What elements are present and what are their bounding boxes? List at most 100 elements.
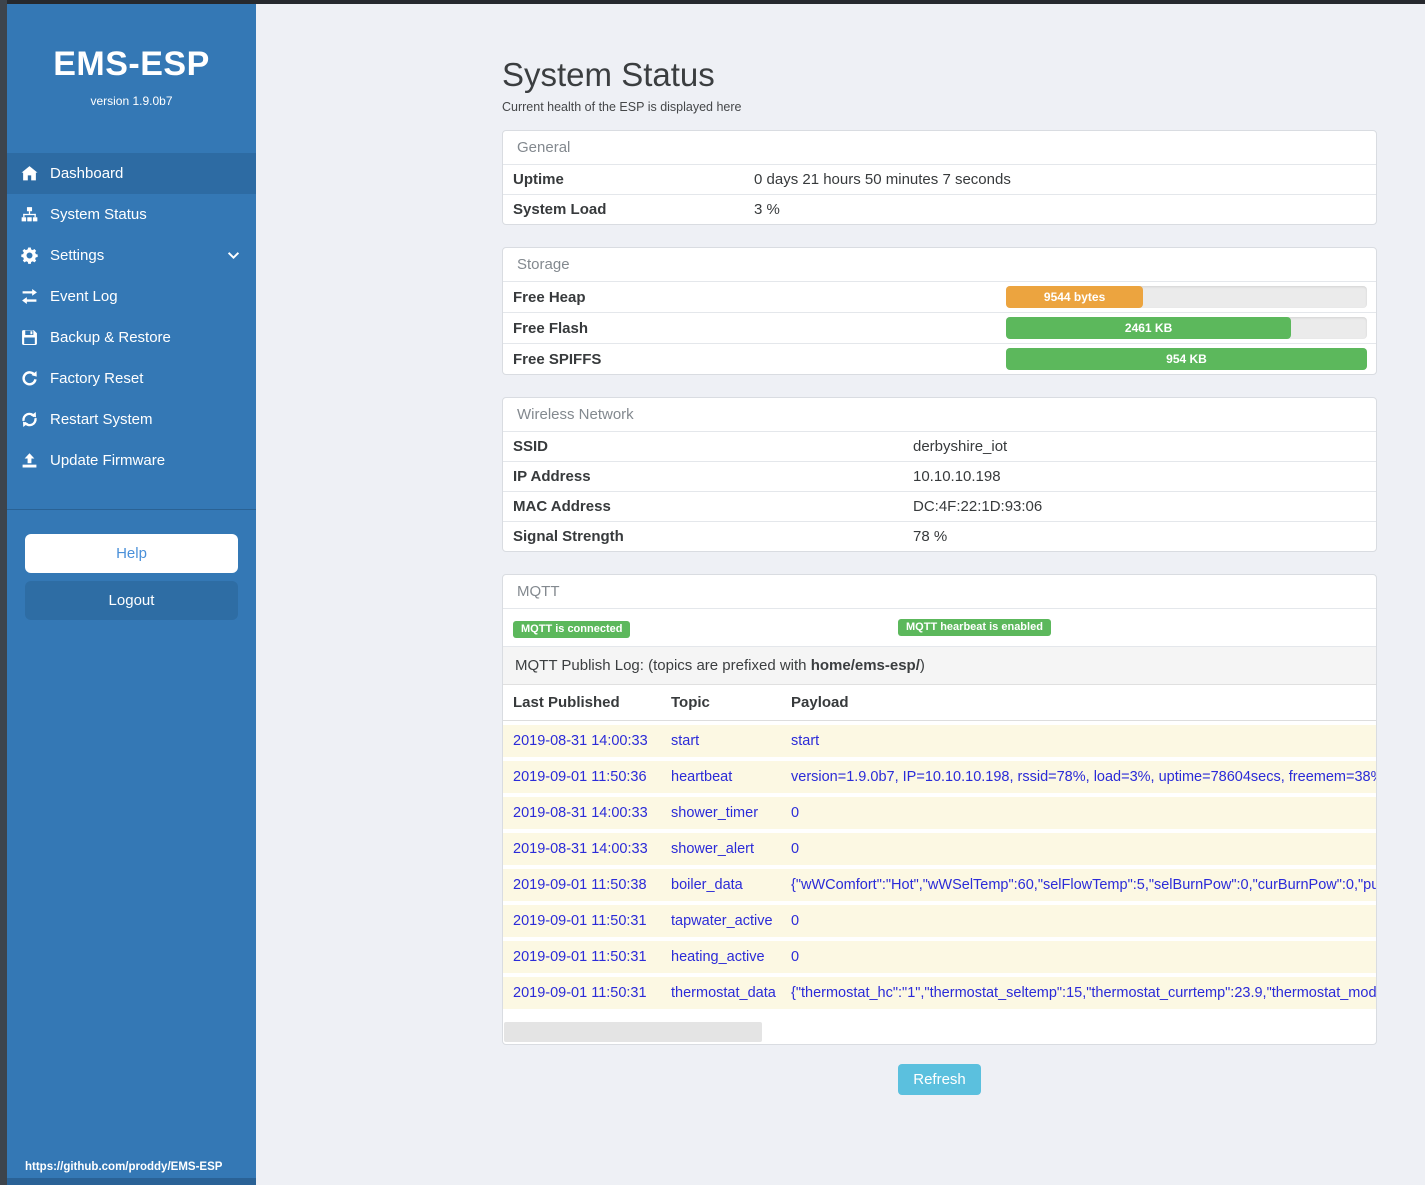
- row-value: DC:4F:22:1D:93:06: [913, 498, 1043, 515]
- chevron-down-icon: [227, 251, 240, 260]
- sidebar-item-label: Event Log: [50, 288, 118, 305]
- refresh-button[interactable]: Refresh: [898, 1064, 981, 1095]
- sidebar-item-label: Backup & Restore: [50, 329, 171, 346]
- save-icon: [17, 329, 41, 347]
- last-published-cell: 2019-09-01 11:50:31: [513, 913, 647, 929]
- last-published-cell: 2019-09-01 11:50:36: [513, 769, 647, 785]
- sidebar-item-factory-reset[interactable]: Factory Reset: [7, 358, 256, 399]
- table-row: MAC Address DC:4F:22:1D:93:06: [503, 491, 1376, 521]
- progress-bar-free-spiffs: 954 KB: [1006, 348, 1367, 370]
- main-area: System Status Current health of the ESP …: [256, 4, 1425, 1185]
- topic-cell: shower_timer: [671, 805, 759, 821]
- sidebar-item-label: Settings: [50, 247, 105, 264]
- progress-bar-free-flash: 2461 KB: [1006, 317, 1292, 339]
- top-border: [0, 0, 1425, 4]
- progress-bar-free-heap: 9544 bytes: [1006, 286, 1144, 308]
- table-row: 2019-08-31 14:00:33 start start: [503, 725, 1376, 757]
- table-row: 2019-09-01 11:50:36 heartbeat version=1.9.…: [503, 761, 1376, 793]
- status-badge-mqtt-hearbeat-is-enabled: MQTT hearbeat is enabled: [898, 619, 1051, 636]
- table-row: Free Flash 2461 KB: [503, 312, 1376, 343]
- row-label: Free SPIFFS: [513, 350, 602, 368]
- table-row: 2019-08-31 14:00:33 shower_timer 0: [503, 797, 1376, 829]
- wireless-panel-header: Wireless Network: [517, 406, 634, 423]
- mqtt-status-badges: MQTT is connected MQTT hearbeat is enable…: [503, 608, 1376, 646]
- column-header-topic: Topic: [671, 694, 710, 711]
- topic-cell: boiler_data: [671, 877, 743, 893]
- upload-icon: [17, 452, 41, 470]
- table-row: 2019-09-01 11:50:31 heating_active 0: [503, 941, 1376, 973]
- table-row: 2019-09-01 11:50:38 boiler_data {"wWComfor…: [503, 869, 1376, 901]
- gear-icon: [17, 247, 41, 265]
- general-panel-header: General: [517, 139, 571, 156]
- storage-panel-header: Storage: [517, 256, 570, 273]
- sidebar-item-label: Dashboard: [50, 165, 124, 182]
- app-title: EMS-ESP: [53, 45, 210, 83]
- sidebar-nav: Dashboard System Status Settings Event Log B…: [7, 153, 256, 481]
- row-label: Free Flash: [513, 319, 589, 337]
- logout-button[interactable]: Logout: [25, 581, 238, 620]
- table-row: Free SPIFFS 954 KB: [503, 343, 1376, 374]
- row-label: Signal Strength: [513, 528, 624, 545]
- progress-track: 2461 KB: [1006, 317, 1367, 339]
- sync-icon: [17, 411, 41, 429]
- table-row: Signal Strength 78 %: [503, 521, 1376, 551]
- table-row: SSID derbyshire_iot: [503, 431, 1376, 461]
- sidebar-item-label: Factory Reset: [50, 370, 144, 387]
- last-published-cell: 2019-08-31 14:00:33: [513, 805, 648, 821]
- row-value: 0 days 21 hours 50 minutes 7 seconds: [754, 171, 1011, 188]
- publish-log-text: MQTT Publish Log: (topics are prefixed w…: [515, 657, 811, 674]
- table-row: System Load 3 %: [503, 194, 1376, 224]
- table-row: IP Address 10.10.10.198: [503, 461, 1376, 491]
- publish-log-text-end: ): [919, 657, 925, 674]
- mqtt-panel: MQTT MQTT is connected MQTT hearbeat is e…: [502, 574, 1377, 1045]
- sidebar-item-backup-restore[interactable]: Backup & Restore: [7, 317, 256, 358]
- left-border: [0, 0, 7, 1185]
- general-panel: General Uptime 0 days 21 hours 50 minutes…: [502, 130, 1377, 225]
- wireless-network-panel: Wireless Network SSID derbyshire_iot IP Ad…: [502, 397, 1377, 552]
- table-row: 2019-08-31 14:00:33 shower_alert 0: [503, 833, 1376, 865]
- column-header-payload: Payload: [791, 694, 849, 711]
- sidebar: EMS-ESP version 1.9.0b7 Dashboard System …: [7, 4, 256, 1185]
- sitemap-icon: [17, 206, 41, 224]
- payload-cell: {"wWComfort":"Hot","wWSelTemp":60,"selFl…: [791, 877, 1376, 893]
- column-header-last-published: Last Published: [513, 694, 620, 711]
- row-value: 78 %: [913, 528, 948, 545]
- publish-log-prefix: home/ems-esp/: [810, 657, 920, 674]
- row-value: derbyshire_iot: [913, 438, 1008, 455]
- progress-track: 9544 bytes: [1006, 286, 1367, 308]
- row-label: IP Address: [513, 468, 591, 485]
- page-subtitle: Current health of the ESP is displayed h…: [502, 100, 742, 114]
- sidebar-item-settings[interactable]: Settings: [7, 235, 256, 276]
- sidebar-divider: [7, 509, 256, 510]
- row-label: SSID: [513, 438, 549, 455]
- last-published-cell: 2019-09-01 11:50:31: [513, 949, 647, 965]
- sidebar-item-label: System Status: [50, 206, 147, 223]
- payload-cell: version=1.9.0b7, IP=10.10.10.198, rssid=…: [791, 769, 1376, 785]
- sidebar-item-dashboard[interactable]: Dashboard: [7, 153, 256, 194]
- row-label: MAC Address: [513, 498, 611, 515]
- rotate-left-icon: [17, 370, 41, 388]
- status-badge-mqtt-is-connected: MQTT is connected: [513, 621, 631, 638]
- payload-cell: start: [791, 733, 820, 749]
- horizontal-scrollbar[interactable]: [504, 1022, 1375, 1042]
- last-published-cell: 2019-08-31 14:00:33: [513, 733, 648, 749]
- sidebar-item-update-firmware[interactable]: Update Firmware: [7, 440, 256, 481]
- page-title: System Status: [502, 56, 715, 93]
- home-icon: [17, 165, 41, 183]
- mqtt-table-header: Last Published Topic Payload: [503, 685, 1376, 721]
- mqtt-publish-log-title: MQTT Publish Log: (topics are prefixed w…: [503, 646, 1376, 685]
- sidebar-item-label: Restart System: [50, 411, 153, 428]
- sidebar-item-label: Update Firmware: [50, 452, 166, 469]
- payload-cell: 0: [791, 913, 800, 929]
- sidebar-item-event-log[interactable]: Event Log: [7, 276, 256, 317]
- row-value: 10.10.10.198: [913, 468, 1001, 485]
- github-link[interactable]: https://github.com/proddy/EMS-ESP: [25, 1161, 223, 1173]
- row-label: System Load: [513, 201, 607, 218]
- scrollbar-thumb[interactable]: [504, 1022, 762, 1042]
- sidebar-item-system-status[interactable]: System Status: [7, 194, 256, 235]
- sidebar-footer-strip: [7, 1178, 256, 1185]
- help-button[interactable]: Help: [25, 534, 238, 573]
- sidebar-item-restart-system[interactable]: Restart System: [7, 399, 256, 440]
- mqtt-panel-header: MQTT: [517, 583, 560, 600]
- table-row: Free Heap 9544 bytes: [503, 281, 1376, 312]
